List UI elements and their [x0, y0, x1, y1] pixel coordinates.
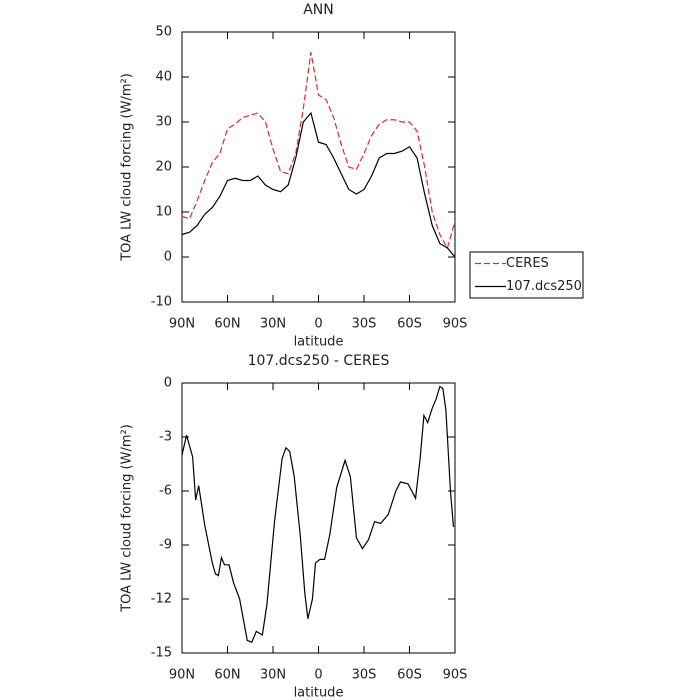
y-tick-label: 50	[155, 25, 172, 40]
y-axis-label: TOA LW cloud forcing (W/m²)	[120, 73, 135, 262]
x-tick-label: 60S	[397, 668, 422, 683]
legend-label: CERES	[506, 256, 549, 271]
x-tick-label: 0	[314, 668, 322, 683]
data-line	[181, 385, 455, 643]
y-tick-label: 30	[155, 115, 172, 130]
x-axis-label: latitude	[294, 686, 344, 700]
x-tick-label: 60N	[214, 668, 240, 683]
y-axis-label: TOA LW cloud forcing (W/m²)	[120, 424, 135, 613]
x-tick-label: 90N	[169, 668, 195, 683]
x-tick-label: 30N	[260, 317, 286, 332]
y-tick-label: 10	[155, 205, 172, 220]
y-tick-label: -6	[159, 484, 172, 499]
data-line	[181, 52, 456, 250]
legend-label: 107.dcs250	[506, 279, 582, 294]
x-tick-label: 90S	[443, 668, 468, 683]
y-tick-label: -9	[159, 538, 172, 553]
y-tick-label: 40	[155, 70, 172, 85]
x-tick-label: 30S	[352, 668, 377, 683]
x-tick-label: 90N	[169, 317, 195, 332]
plot-frame	[181, 382, 456, 654]
x-tick-label: 60N	[214, 317, 240, 332]
x-axis-label: latitude	[294, 335, 344, 350]
y-tick-label: -12	[151, 592, 172, 607]
chart-title: 107.dcs250 - CERES	[248, 353, 390, 369]
chart-title: ANN	[303, 2, 334, 18]
y-tick-label: 0	[164, 376, 172, 391]
legend-box	[469, 251, 584, 299]
y-tick-label: -15	[151, 646, 172, 661]
legend: CERES 107.dcs250	[469, 251, 584, 299]
y-tick-label: -10	[151, 295, 172, 310]
y-tick-label: 0	[164, 250, 172, 265]
plot-frame	[181, 31, 456, 303]
y-tick-label: -3	[159, 430, 172, 445]
data-line	[181, 111, 456, 258]
x-tick-label: 90S	[443, 317, 468, 332]
x-tick-label: 30S	[352, 317, 377, 332]
y-tick-label: 20	[155, 160, 172, 175]
x-tick-label: 60S	[397, 317, 422, 332]
x-tick-label: 30N	[260, 668, 286, 683]
x-tick-label: 0	[314, 317, 322, 332]
